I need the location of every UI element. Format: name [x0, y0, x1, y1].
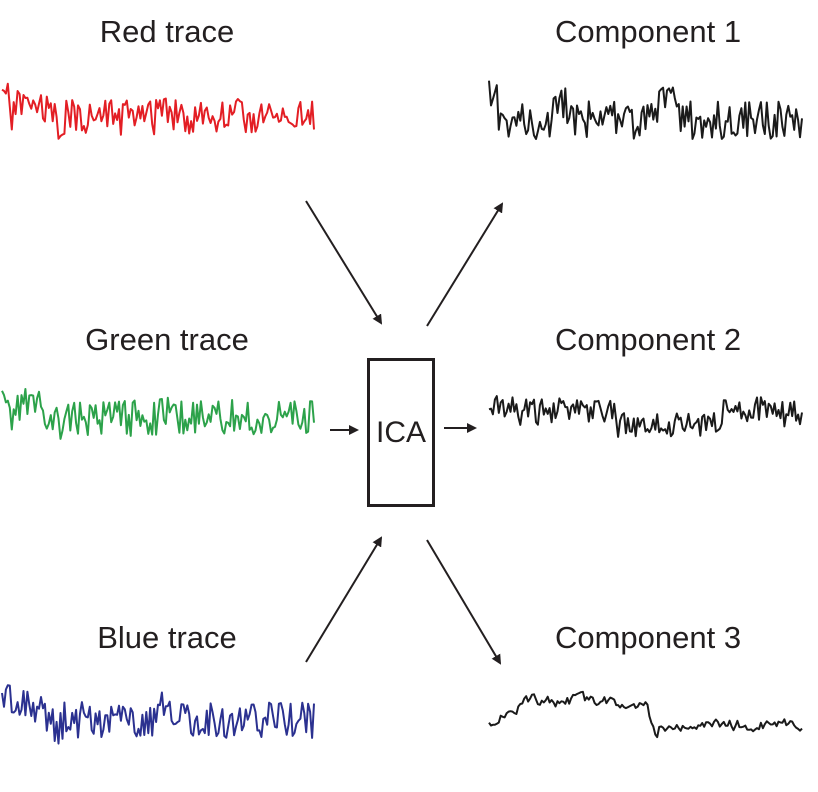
red-trace-label: Red trace: [99, 14, 235, 49]
blue-trace-signal: [1, 684, 315, 745]
arrow-ica-to-component-3: [426, 539, 502, 665]
component-1-signal: [488, 80, 803, 140]
green-trace-signal: [1, 388, 315, 440]
component-3-signal: [488, 690, 803, 739]
component-2-label: Component 2: [554, 322, 742, 357]
green-trace-label: Green trace: [85, 322, 249, 357]
red-trace-signal: [1, 82, 315, 140]
component-2-signal: [488, 395, 803, 438]
component-1-label: Component 1: [554, 14, 742, 49]
blue-trace-label: Blue trace: [97, 620, 237, 655]
arrow-blue-to-ica: [305, 536, 383, 663]
arrow-red-to-ica: [305, 200, 383, 325]
component-3-label: Component 3: [554, 620, 742, 655]
arrow-ica-to-component-1: [426, 202, 504, 327]
ica-label: ICA: [375, 415, 427, 449]
ica-block: ICA: [367, 358, 435, 507]
